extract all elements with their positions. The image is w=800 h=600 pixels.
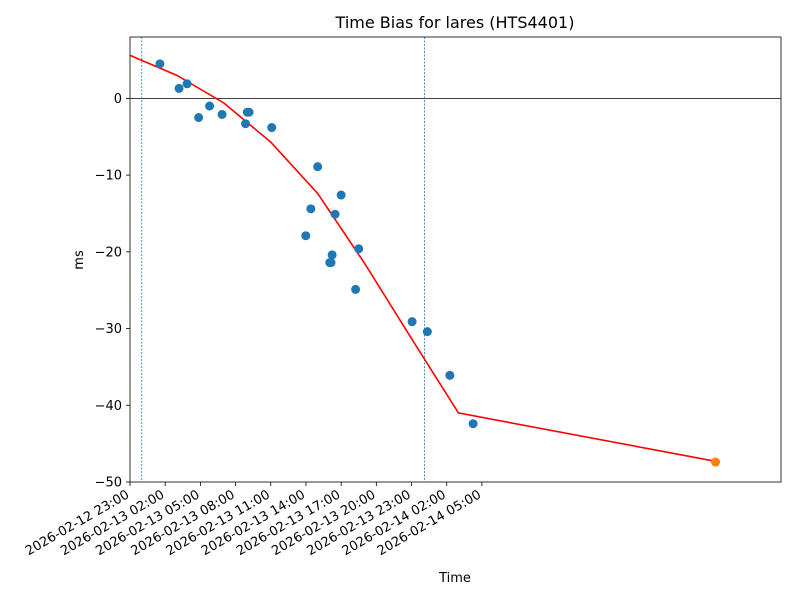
y-tick-label-1: −10 <box>95 169 122 184</box>
data-point-1 <box>174 83 184 93</box>
y-tick-label-4: −40 <box>95 399 122 414</box>
data-point-20 <box>407 317 417 327</box>
chart-title: Time Bias for lares (HTS4401) <box>335 13 575 32</box>
data-point-14 <box>326 258 336 268</box>
y-tick-label-3: −30 <box>95 322 122 337</box>
data-point-21 <box>422 327 432 337</box>
data-point-2 <box>182 79 192 89</box>
data-point-18 <box>351 284 361 294</box>
highlight-point-0 <box>711 457 721 467</box>
data-point-11 <box>306 204 316 214</box>
data-point-0 <box>155 59 165 69</box>
data-point-6 <box>241 119 251 129</box>
y-tick-label-2: −20 <box>95 245 122 260</box>
data-point-8 <box>244 107 254 117</box>
fit-curve <box>129 54 716 463</box>
plot-area <box>129 37 781 482</box>
data-point-9 <box>267 123 277 133</box>
data-point-16 <box>330 209 340 219</box>
data-point-4 <box>205 101 215 111</box>
y-tick-label-5: −50 <box>95 476 122 491</box>
x-axis-label: Time <box>438 571 471 586</box>
data-point-12 <box>313 162 323 172</box>
data-point-19 <box>354 244 364 254</box>
y-tick-label-0: 0 <box>114 92 122 107</box>
data-point-17 <box>336 190 346 200</box>
y-axis-label: ms <box>72 250 87 270</box>
data-point-22 <box>445 370 455 380</box>
data-point-10 <box>301 231 311 241</box>
data-point-3 <box>194 113 204 123</box>
data-point-15 <box>327 250 337 260</box>
data-point-23 <box>468 419 478 429</box>
plot-frame <box>129 36 782 483</box>
data-point-5 <box>217 109 227 119</box>
